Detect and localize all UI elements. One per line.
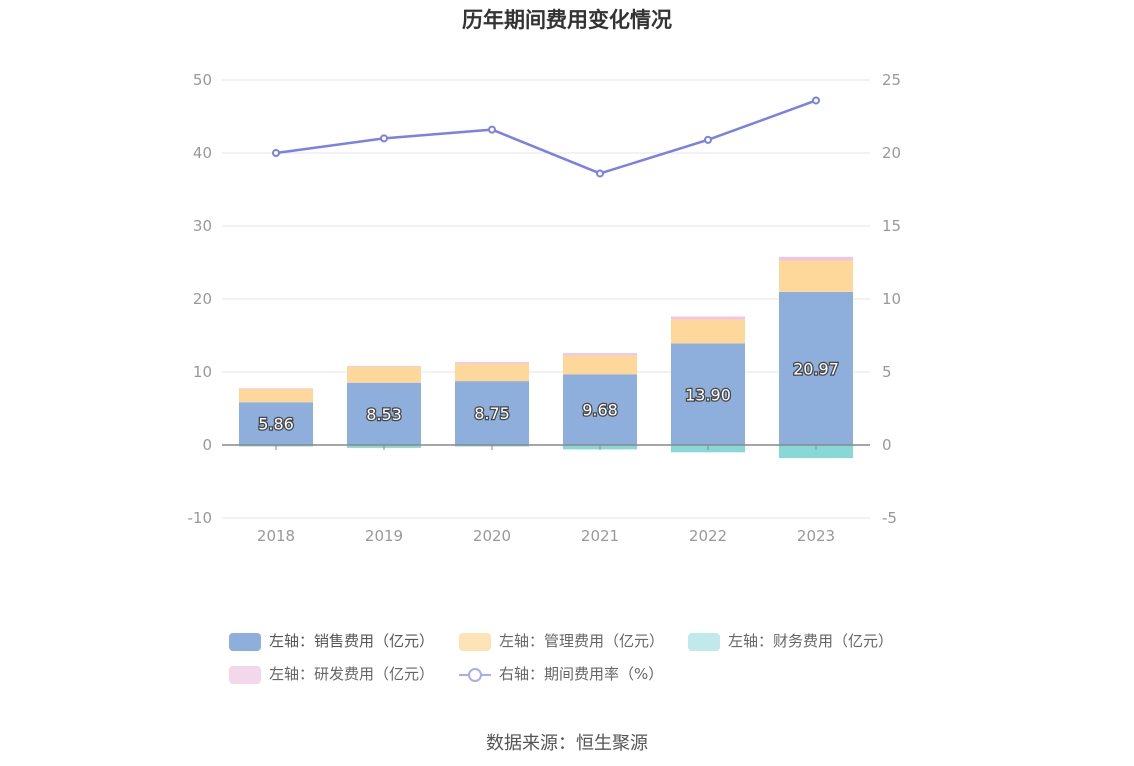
legend-label-expense-ratio: 右轴：期间费用率（%） [499,665,664,683]
bar-admin [239,389,313,403]
legend-line-swatch [459,668,491,682]
expense-ratio-point [596,169,604,178]
bar-sales [671,343,745,445]
left-axis-tick-label: 0 [202,436,212,454]
bar-admin [779,260,853,292]
bar-rnd [563,353,637,356]
legend-label-finance: 左轴：财务费用（亿元） [728,632,894,650]
expense-ratio-point [488,125,496,134]
right-axis-tick-label: 15 [882,217,901,235]
expense-ratio-point [380,134,388,143]
bar-rnd [779,256,853,261]
bar-admin [347,366,421,383]
bar-data-label: 9.68 [582,401,618,420]
legend-swatch-sales [229,633,261,651]
right-axis-tick-label: 25 [882,71,901,89]
expense-ratio-point [272,149,280,157]
bar-admin [671,319,745,344]
bar-sales [455,381,529,445]
legend-swatch-finance [688,633,720,651]
legend-label-admin: 左轴：管理费用（亿元） [499,632,665,650]
bar-rnd [455,362,529,364]
bar-data-label: 20.97 [793,359,839,378]
bar-sales [563,374,637,445]
right-axis-tick-label: 0 [882,436,892,454]
expense-ratio-point [812,96,820,105]
bar-rnd [239,388,313,390]
legend-swatch-rnd [229,666,261,684]
right-axis-tick-label: 5 [882,363,892,381]
expense-ratio-line [275,99,817,175]
x-axis-tick-label: 2020 [473,527,511,545]
data-source-note: 数据来源：恒生聚源 [486,733,648,754]
x-axis-tick-label: 2021 [581,527,619,545]
x-axis-tick-label: 2022 [689,527,727,545]
bar-rnd [671,316,745,320]
bar-admin [455,363,529,382]
x-axis-tick-label: 2018 [257,527,295,545]
x-axis-tick-label: 2019 [365,527,403,545]
left-axis-tick-label: 10 [193,363,212,381]
right-axis-tick-label: -5 [882,509,897,527]
bar-sales [779,291,853,445]
bar-data-label: 8.75 [474,404,510,423]
bar-rnd [347,365,421,367]
left-axis-tick-label: 40 [193,144,212,162]
left-axis-tick-label: -10 [188,509,213,527]
bar-admin [563,355,637,375]
bar-sales [347,382,421,445]
right-axis-tick-label: 10 [882,290,901,308]
bar-data-label: 5.86 [258,415,294,434]
bar-data-label: 13.90 [685,385,731,404]
left-axis-tick-label: 30 [193,217,212,235]
legend-label-sales: 左轴：销售费用（亿元） [269,632,435,650]
legend-label-rnd: 左轴：研发费用（亿元） [269,665,435,683]
legend-swatch-admin [459,633,491,651]
left-axis-tick-label: 50 [193,71,212,89]
expense-ratio-point [704,135,712,144]
bar-sales [239,402,313,445]
left-axis-tick-label: 20 [193,290,212,308]
x-axis-tick-label: 2023 [797,527,835,545]
bar-finance [779,445,853,459]
chart-title: 历年期间费用变化情况 [462,8,672,32]
bar-data-label: 8.53 [366,405,402,424]
right-axis-tick-label: 20 [882,144,901,162]
